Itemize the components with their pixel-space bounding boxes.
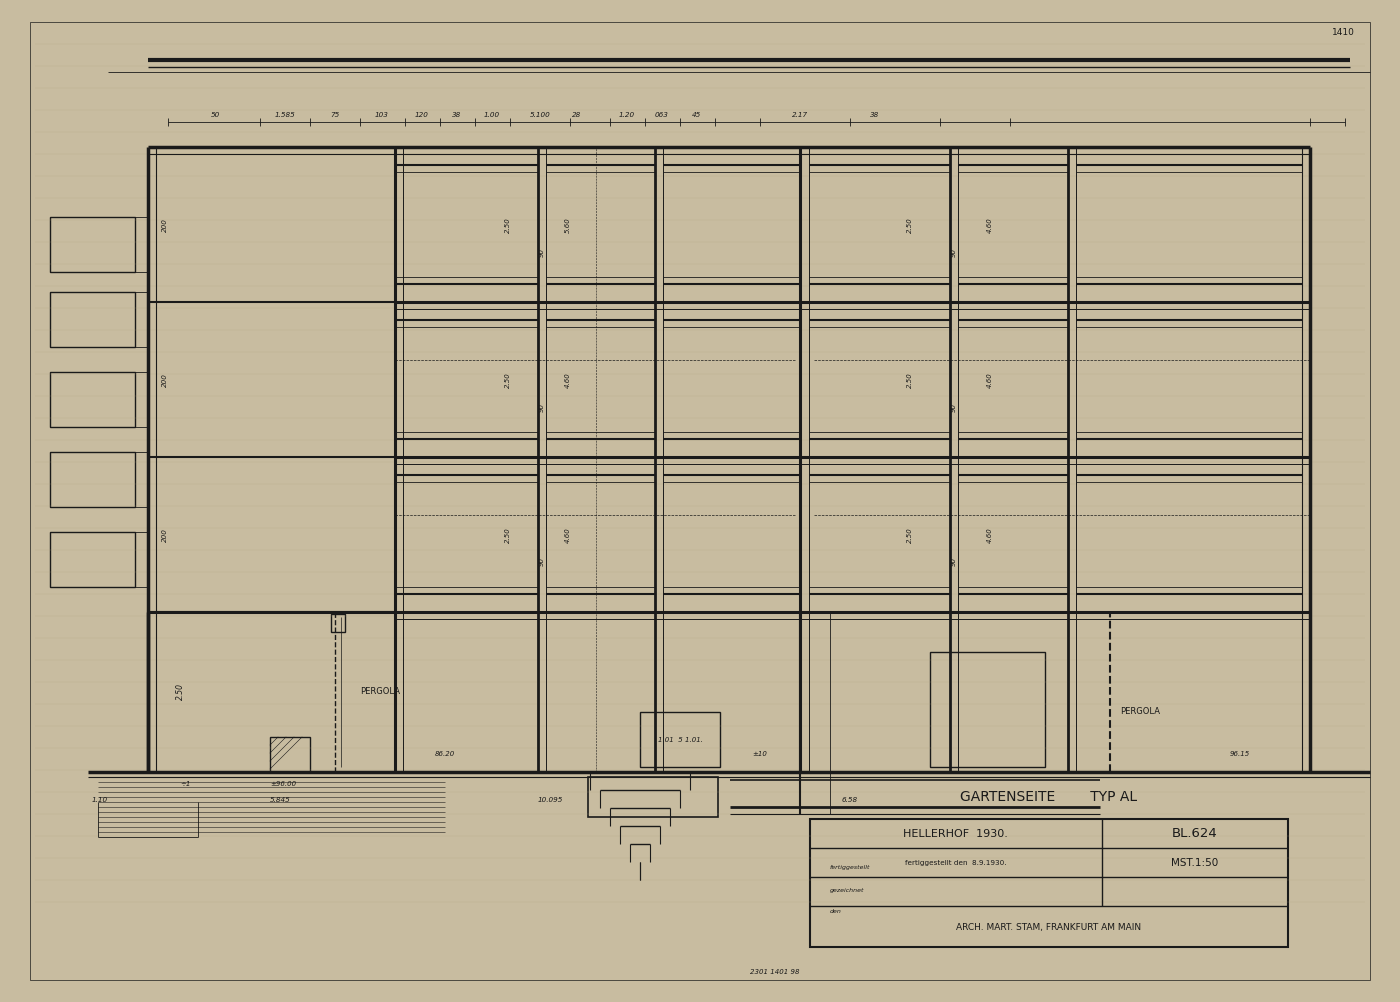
Text: 2.50: 2.50 [505, 372, 511, 388]
Text: 90: 90 [539, 247, 545, 257]
Bar [811, 819, 1288, 947]
Text: 4.60: 4.60 [566, 372, 571, 388]
Text: 86.20: 86.20 [435, 752, 455, 757]
Text: 6.58: 6.58 [841, 797, 858, 803]
Text: 200: 200 [162, 373, 168, 387]
Bar [270, 737, 309, 772]
Text: 45: 45 [693, 112, 701, 118]
Bar [50, 217, 134, 272]
Text: ±96.00: ±96.00 [270, 781, 297, 787]
Text: 200: 200 [162, 528, 168, 542]
Bar [330, 614, 344, 632]
Bar [930, 652, 1044, 767]
Text: 5.845: 5.845 [270, 797, 290, 803]
Text: 200: 200 [162, 218, 168, 231]
Bar [640, 712, 720, 767]
Text: 4.60: 4.60 [987, 372, 993, 388]
Text: 2.50: 2.50 [907, 217, 913, 232]
Text: 1.10: 1.10 [92, 797, 108, 803]
Text: 103: 103 [375, 112, 389, 118]
Text: 38: 38 [871, 112, 879, 118]
Text: 2.50: 2.50 [175, 683, 185, 700]
Bar [50, 292, 134, 347]
Bar [50, 372, 134, 427]
Text: 2.50: 2.50 [907, 372, 913, 388]
Text: 2.50: 2.50 [505, 217, 511, 232]
Text: 28: 28 [573, 112, 581, 118]
Text: PERGOLA: PERGOLA [1120, 707, 1161, 716]
Text: 90: 90 [951, 557, 958, 566]
Text: 38: 38 [452, 112, 462, 118]
Text: 2.17: 2.17 [792, 112, 808, 118]
Text: BL.624: BL.624 [1172, 828, 1218, 841]
Text: 2.50: 2.50 [907, 527, 913, 543]
Bar [50, 532, 134, 587]
Text: GARTENSEITE        TYP AL: GARTENSEITE TYP AL [960, 790, 1138, 804]
Text: 1410: 1410 [1333, 27, 1355, 36]
Text: 1.01  5 1.01.: 1.01 5 1.01. [658, 737, 703, 743]
Text: 1.20: 1.20 [619, 112, 636, 118]
Text: 90: 90 [539, 557, 545, 566]
Text: MST.1:50: MST.1:50 [1172, 858, 1218, 868]
Text: fertiggestellt: fertiggestellt [830, 865, 871, 870]
Text: 2301 1401 98: 2301 1401 98 [750, 969, 799, 975]
Text: 96.15: 96.15 [1229, 752, 1250, 757]
Text: 2.50: 2.50 [505, 527, 511, 543]
Text: 4.60: 4.60 [566, 527, 571, 543]
Text: 4.60: 4.60 [987, 217, 993, 232]
Text: 4.60: 4.60 [987, 527, 993, 543]
Text: 90: 90 [951, 403, 958, 412]
Text: 75: 75 [330, 112, 340, 118]
Bar [50, 452, 134, 507]
Text: gezeichnet: gezeichnet [830, 888, 865, 893]
Text: 120: 120 [414, 112, 428, 118]
Text: 10.095: 10.095 [538, 797, 563, 803]
Text: ±10: ±10 [753, 752, 767, 757]
Text: 1.585: 1.585 [274, 112, 295, 118]
Text: 063: 063 [655, 112, 669, 118]
Text: ÷1: ÷1 [179, 781, 190, 787]
Text: PERGOLA: PERGOLA [360, 687, 400, 696]
Text: fertiggestellt den  8.9.1930.: fertiggestellt den 8.9.1930. [904, 860, 1007, 866]
Text: 5.100: 5.100 [529, 112, 550, 118]
Text: 1.00: 1.00 [484, 112, 500, 118]
Text: den: den [830, 909, 841, 914]
Bar [588, 777, 718, 817]
Text: HELLERHOF  1930.: HELLERHOF 1930. [903, 829, 1008, 839]
Text: ARCH. MART. STAM, FRANKFURT AM MAIN: ARCH. MART. STAM, FRANKFURT AM MAIN [956, 923, 1141, 932]
Text: 90: 90 [951, 247, 958, 257]
Text: 50: 50 [210, 112, 220, 118]
Text: 90: 90 [539, 403, 545, 412]
Text: 5.60: 5.60 [566, 217, 571, 232]
